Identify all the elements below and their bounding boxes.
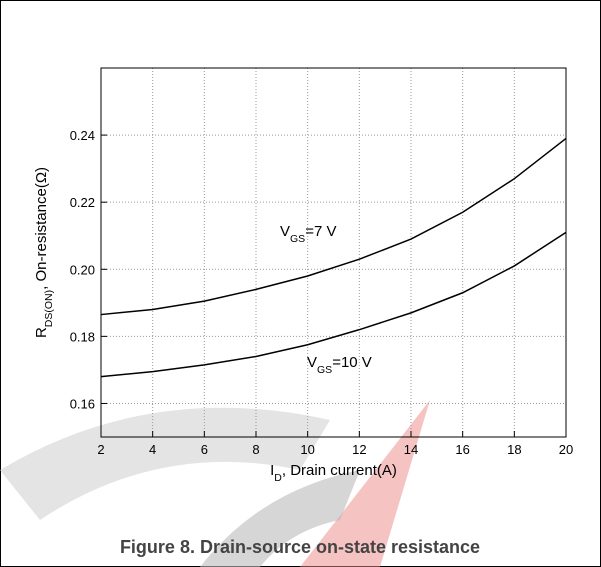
x-tick-label: 18 (507, 442, 521, 457)
series-label-part: GS (290, 233, 305, 245)
x-tick-label: 16 (455, 442, 469, 457)
y-axis-label-part: R (33, 327, 50, 338)
series-label-part: V (307, 354, 317, 371)
x-tick-label: 14 (404, 442, 418, 457)
watermark (300, 400, 430, 567)
x-tick-label: 12 (352, 442, 366, 457)
plot-frame (100, 67, 567, 438)
y-tick-label: 0.22 (70, 195, 95, 210)
y-axis-label-part: DS(ON) (43, 290, 55, 327)
y-axis-label-part: , On-resistance(Ω) (33, 167, 50, 290)
x-tick-label: 10 (300, 442, 314, 457)
line (100, 231, 567, 378)
x-axis-label-part: , Drain current(A) (282, 462, 397, 479)
y-tick-label: 0.18 (70, 329, 95, 344)
series-label-part: =10 V (332, 354, 372, 371)
series-label-part: GS (317, 364, 332, 376)
watermark (0, 407, 330, 520)
x-tick-label: 8 (252, 442, 259, 457)
y-axis-label: RDS(ON), On-resistance(Ω) (33, 167, 55, 338)
x-tick-label: 4 (149, 442, 156, 457)
x-axis-label: ID, Drain current(A) (270, 462, 397, 484)
watermark (200, 470, 360, 567)
series-label-part: V (280, 223, 290, 240)
y-tick-label: 0.20 (70, 262, 95, 277)
series-label: VGS=10 V (307, 354, 372, 376)
line (100, 137, 567, 316)
x-tick-label: 6 (201, 442, 208, 457)
series-label-part: =7 V (305, 223, 336, 240)
y-tick-label: 0.16 (70, 396, 95, 411)
x-tick-label: 2 (97, 442, 104, 457)
caption: Figure 8. Drain-source on-state resistan… (120, 537, 480, 557)
x-axis-label-part: I (270, 462, 274, 479)
series-label: VGS=7 V (280, 223, 336, 245)
x-tick-label: 20 (559, 442, 573, 457)
y-tick-label: 0.24 (70, 128, 95, 143)
x-axis-label-part: D (274, 472, 282, 484)
